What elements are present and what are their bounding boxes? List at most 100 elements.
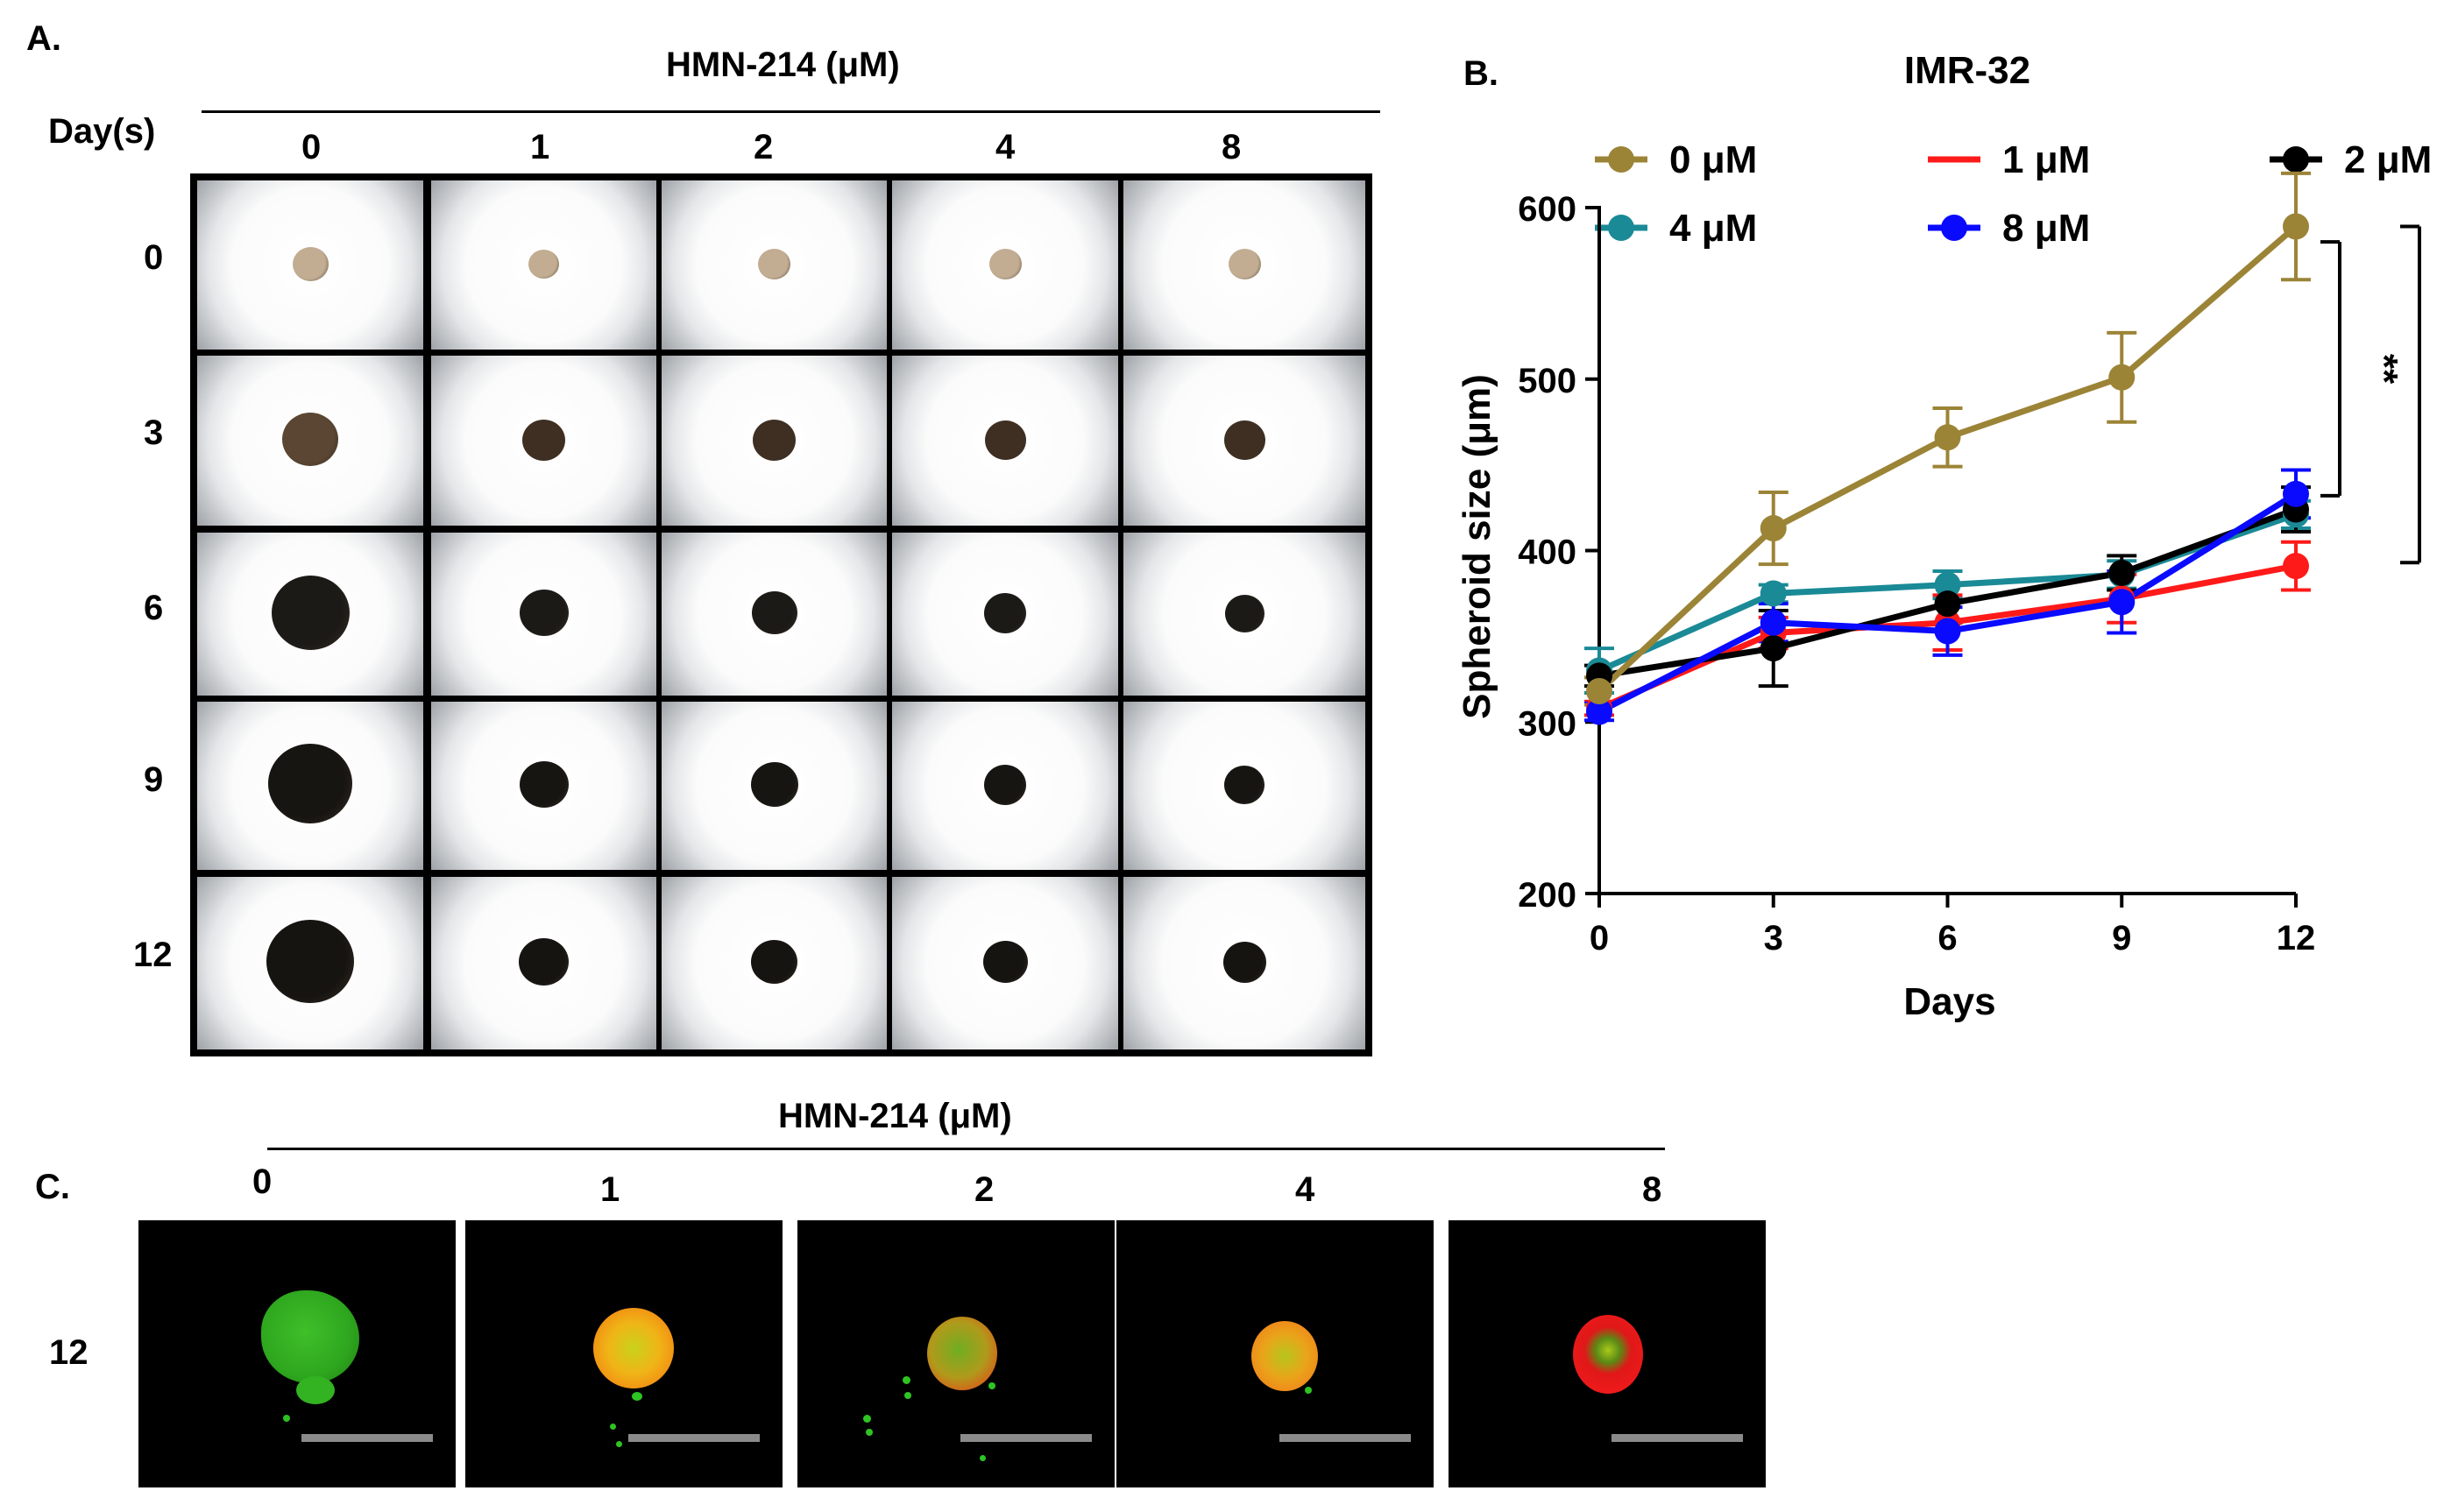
- spheroid: [522, 420, 565, 461]
- panel-c-label: C.: [35, 1168, 70, 1206]
- spheroid-image-day12-conc0: [197, 877, 423, 1049]
- spheroid-image-day12-conc4: [892, 877, 1118, 1049]
- data-point: [2283, 480, 2309, 507]
- panel-c-header-line: [267, 1148, 1665, 1150]
- spheroid: [1224, 420, 1265, 460]
- row-header-1: 3: [144, 413, 164, 452]
- row-header-0: 0: [144, 238, 164, 277]
- spheroid-image-day12-conc1: [431, 877, 656, 1049]
- col-header-3: 4: [995, 128, 1016, 166]
- spheroid-image-day6-conc8: [1123, 533, 1365, 696]
- spheroid-orange: [1251, 1321, 1318, 1391]
- y-tick-label: 400: [1518, 533, 1576, 572]
- legend-marker: [1608, 215, 1634, 241]
- spheroid: [266, 920, 354, 1003]
- spheroid: [758, 249, 790, 279]
- y-axis-label: Spheroid size (μm): [1456, 374, 1498, 719]
- panel-a-header-line: [202, 110, 1380, 113]
- spheroid: [751, 940, 797, 984]
- spheroid: [1225, 595, 1264, 632]
- panel-a-row-title: Day(s): [48, 112, 156, 151]
- debris-dot: [610, 1424, 616, 1430]
- spheroid-image-grid: [190, 173, 1372, 1056]
- spheroid: [1224, 766, 1264, 804]
- spheroid-image-day3-conc0: [197, 356, 423, 526]
- spheroid: [984, 593, 1026, 633]
- debris-dot: [283, 1415, 290, 1422]
- data-point: [1934, 571, 1961, 598]
- legend-label: 1 μM: [2002, 138, 2090, 181]
- col-header-1: 1: [530, 128, 550, 166]
- data-point: [1760, 609, 1787, 636]
- chart-axes: 200 300 400 500 600 0 3 6 9 12: [1518, 190, 2315, 957]
- y-tick-label: 200: [1518, 876, 1576, 915]
- spheroid: [528, 250, 559, 279]
- spheroid: [282, 413, 338, 466]
- panel-a-label: A.: [26, 19, 61, 58]
- spheroid-image-day3-conc2: [662, 356, 887, 526]
- col-header-4: 8: [1222, 128, 1242, 166]
- data-point: [2283, 553, 2309, 580]
- panel-c-day-label: 12: [49, 1333, 89, 1372]
- panel-c-col-header-4: 8: [1642, 1170, 1662, 1209]
- data-point: [1934, 618, 1961, 645]
- panel-c-col-header-2: 2: [974, 1170, 995, 1209]
- debris-dot: [866, 1429, 873, 1436]
- legend-label: 8 μM: [2002, 207, 2090, 250]
- spheroid: [293, 247, 329, 281]
- spheroid: [751, 762, 798, 807]
- spheroid: [520, 761, 569, 808]
- spheroid-image-day0-conc8: [1123, 180, 1365, 350]
- fluorescence-image-4: [1449, 1220, 1766, 1487]
- legend-marker: [1941, 215, 1967, 241]
- data-point: [1934, 424, 1961, 451]
- spheroid-image-day3-conc4: [892, 356, 1118, 526]
- chart-legend: 0 μM 1 μM 2 μM 4 μM 8 μM: [1595, 138, 2432, 250]
- spheroid: [752, 591, 797, 634]
- spheroid: [268, 744, 352, 823]
- spheroid-image-day0-conc4: [892, 180, 1118, 350]
- spheroid-image-day3-conc1: [431, 356, 656, 526]
- row-header-4: 12: [133, 936, 173, 974]
- x-tick-label: 0: [1590, 919, 1609, 957]
- spheroid-image-day6-conc2: [662, 533, 887, 696]
- series-points: [1586, 213, 2309, 725]
- spheroid-image-day9-conc1: [431, 702, 656, 870]
- panel-c-col-header-3: 4: [1295, 1170, 1315, 1209]
- data-point: [1760, 635, 1787, 662]
- y-tick-label: 600: [1518, 190, 1576, 229]
- data-point: [1586, 678, 1612, 705]
- debris-dot: [903, 1376, 910, 1384]
- significance-brackets: *****: [2320, 224, 2458, 565]
- panel-c-col-header-1: 1: [600, 1170, 620, 1209]
- x-axis-label: Days: [1903, 980, 1995, 1023]
- spheroid-orange-green: [927, 1317, 997, 1390]
- spheroid-image-day0-conc2: [662, 180, 887, 350]
- spheroid: [984, 765, 1026, 805]
- legend-label: 4 μM: [1669, 207, 1757, 250]
- data-point: [1586, 698, 1612, 725]
- fluorescence-image-3: [1116, 1220, 1434, 1487]
- data-point: [1934, 590, 1961, 618]
- data-point: [1760, 515, 1787, 542]
- debris-dot: [616, 1441, 622, 1447]
- fluorescence-image-0: [138, 1220, 456, 1487]
- fluorescence-image-1: [465, 1220, 783, 1487]
- spheroid-image-day9-conc8: [1123, 702, 1365, 870]
- col-header-0: 0: [301, 128, 322, 166]
- x-tick-label: 3: [1764, 919, 1783, 957]
- legend-marker: [2283, 146, 2309, 173]
- debris-dot: [980, 1455, 986, 1461]
- legend-marker: [1608, 146, 1634, 173]
- spheroid-green: [261, 1290, 359, 1383]
- y-tick-label: 300: [1518, 704, 1576, 743]
- scale-bar: [960, 1434, 1092, 1442]
- data-point: [2108, 559, 2136, 586]
- spheroid: [1223, 942, 1266, 983]
- debris-dot: [1305, 1387, 1312, 1394]
- panel-b-label: B.: [1463, 54, 1498, 93]
- data-point: [1760, 580, 1787, 607]
- panel-c-header: HMN-214 (μM): [778, 1097, 1012, 1135]
- spheroid: [989, 249, 1022, 279]
- significance-label: ***: [2442, 372, 2458, 418]
